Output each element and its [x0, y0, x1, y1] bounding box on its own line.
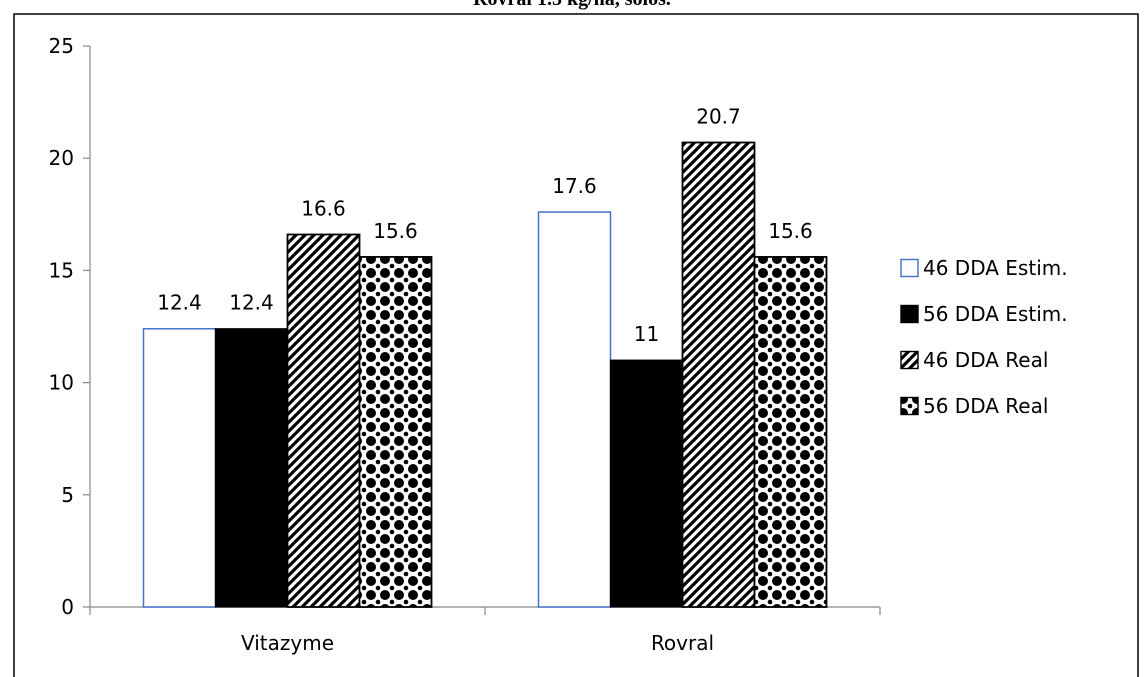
legend-label: 56 DDA Estim. [923, 302, 1068, 326]
legend-swatch [900, 304, 919, 324]
axes: 0 5 10 15 20 25 Vitazyme Rovral [49, 34, 881, 655]
legend-label: 56 DDA Real [923, 394, 1048, 418]
legend-label: 46 DDA Real [923, 348, 1048, 372]
data-label: 15.6 [373, 219, 418, 243]
data-label: 12.4 [157, 291, 202, 315]
y-tick-label: 25 [49, 34, 74, 58]
bars [142, 141, 828, 608]
legend-swatch [900, 396, 919, 416]
data-label: 20.7 [696, 104, 741, 128]
bar [214, 328, 289, 608]
legend: 46 DDA Estim. 56 DDA Estim. 46 DDA Real 56 … [900, 256, 1068, 418]
y-tick-label: 0 [61, 595, 74, 619]
y-tick-label: 15 [49, 258, 74, 282]
data-label: 15.6 [768, 219, 813, 243]
data-label: 17.6 [552, 174, 597, 198]
legend-swatch [900, 350, 919, 370]
bar [358, 256, 433, 608]
x-category-label: Vitazyme [241, 631, 334, 655]
data-label: 16.6 [301, 196, 346, 220]
bar [537, 211, 612, 608]
chart-title: Rovral 1.5 kg/ha, solos. [473, 0, 671, 10]
bar [753, 256, 828, 608]
legend-label: 46 DDA Estim. [923, 256, 1068, 280]
data-label: 11 [634, 322, 659, 346]
bar [609, 359, 684, 608]
x-category-label: Rovral [651, 631, 714, 655]
bar [681, 141, 756, 608]
y-tick-label: 10 [49, 371, 74, 395]
bar [286, 233, 361, 608]
data-label: 12.4 [229, 291, 274, 315]
y-tick-label: 20 [49, 146, 74, 170]
legend-swatch [900, 258, 919, 278]
bar [142, 327, 217, 608]
y-tick-label: 5 [61, 483, 74, 507]
data-labels: 12.4 12.4 16.6 15.6 17.6 11 20.7 15.6 [157, 104, 813, 346]
chart-border [13, 13, 1139, 677]
